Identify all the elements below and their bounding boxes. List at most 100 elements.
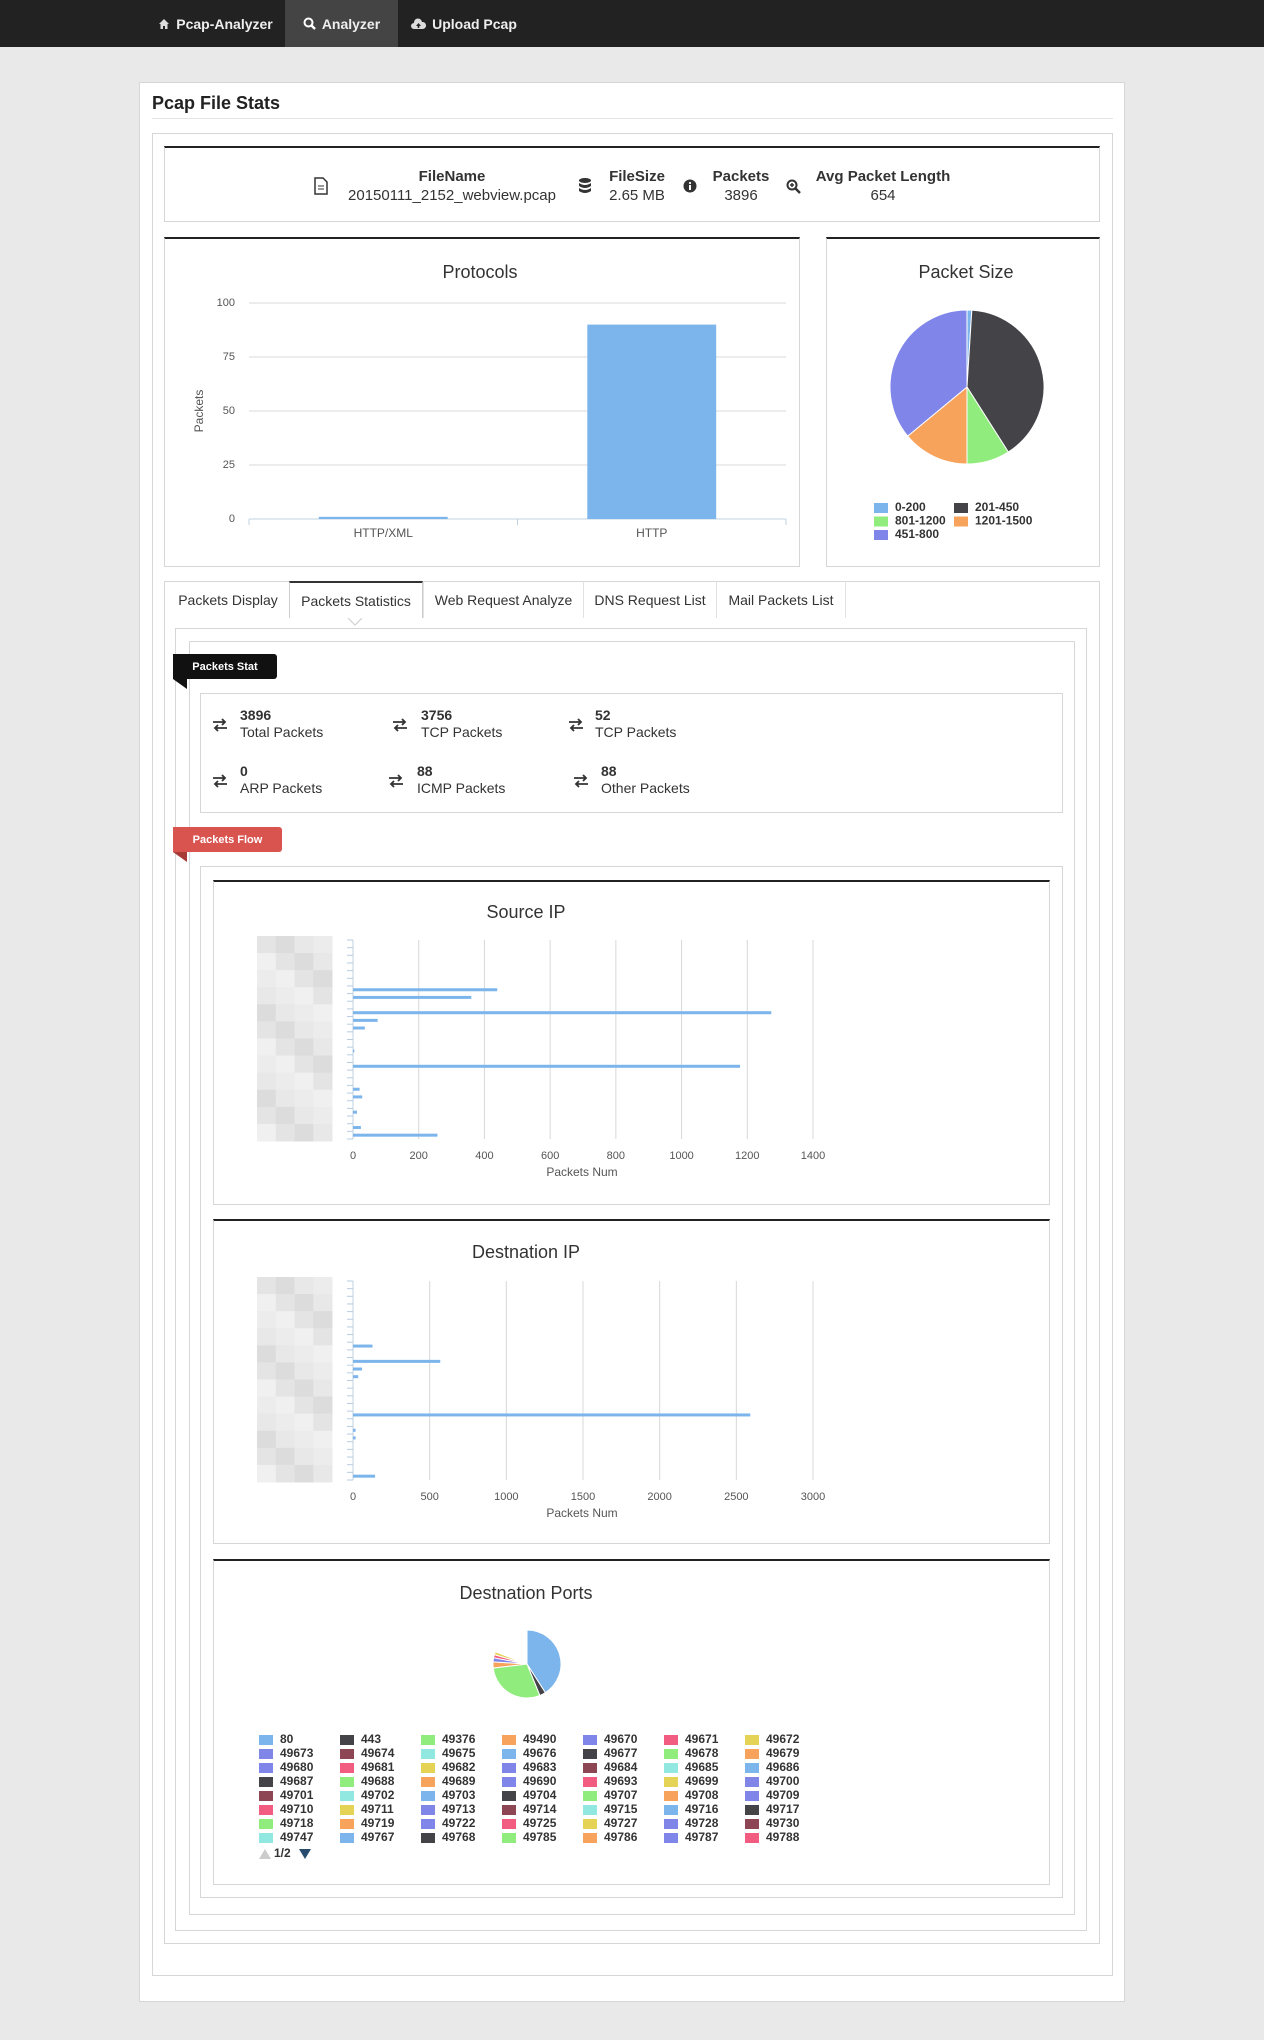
- bar: [353, 1064, 741, 1068]
- redacted-label: [257, 1277, 277, 1295]
- redacted-label: [313, 1294, 333, 1312]
- legend-label: 49678: [685, 1746, 719, 1760]
- legend-label: 49693: [604, 1774, 638, 1788]
- legend-next[interactable]: [299, 1849, 311, 1859]
- legend-label: 49681: [361, 1760, 395, 1774]
- legend-label: 49700: [766, 1774, 800, 1788]
- redacted-label: [294, 1277, 314, 1295]
- legend-label: 49730: [766, 1816, 800, 1830]
- legend-swatch: [340, 1791, 354, 1801]
- redacted-label: [313, 1277, 333, 1295]
- x-tick-label: 2500: [724, 1491, 748, 1503]
- legend-swatch: [583, 1749, 597, 1759]
- redacted-label: [294, 1379, 314, 1398]
- redacted-label: [275, 1311, 295, 1329]
- redacted-label: [313, 1379, 333, 1398]
- legend-swatch: [874, 516, 888, 527]
- swap-icon: [213, 718, 227, 732]
- nav-label: Analyzer: [321, 15, 381, 32]
- bar: [353, 1018, 378, 1022]
- redacted-label: [313, 1311, 333, 1329]
- redacted-label: [257, 1106, 277, 1125]
- redacted-label: [294, 1464, 314, 1483]
- bar: [353, 1474, 376, 1478]
- legend-swatch: [421, 1819, 435, 1829]
- stat-item: 52 TCP Packets: [595, 707, 676, 741]
- x-tick-label: HTTP: [636, 526, 667, 540]
- redacted-label: [275, 970, 295, 988]
- redacted-label: [275, 1072, 295, 1091]
- legend-swatch: [583, 1763, 597, 1773]
- legend-swatch: [583, 1833, 597, 1843]
- legend-label: 49786: [604, 1830, 638, 1844]
- redacted-label: [257, 970, 277, 988]
- x-tick-label: 1400: [801, 1150, 825, 1162]
- tab[interactable]: Packets Display: [178, 591, 278, 608]
- redacted-label: [294, 1072, 314, 1091]
- redacted-label: [294, 953, 314, 971]
- tab-active[interactable]: Packets Statistics: [289, 581, 423, 618]
- legend-label: 49671: [685, 1732, 719, 1746]
- legend-swatch: [745, 1833, 759, 1843]
- legend-label: 49788: [766, 1830, 800, 1844]
- legend-swatch: [259, 1833, 273, 1843]
- legend-prev[interactable]: [259, 1849, 271, 1859]
- redacted-label: [257, 1004, 277, 1022]
- redacted-label: [294, 1447, 314, 1466]
- redacted-label: [275, 1396, 295, 1415]
- legend-label: 49701: [280, 1788, 314, 1802]
- redacted-label: [294, 1106, 314, 1125]
- redacted-label: [294, 1362, 314, 1380]
- redacted-label: [313, 1362, 333, 1380]
- legend-swatch: [259, 1805, 273, 1815]
- nav-upload[interactable]: Upload Pcap: [398, 0, 530, 47]
- legend-swatch: [259, 1749, 273, 1759]
- tab[interactable]: Web Request Analyze: [423, 581, 583, 618]
- tab[interactable]: Mail Packets List: [716, 581, 846, 618]
- cloud-icon: [411, 18, 427, 29]
- file-info-box: [164, 146, 1100, 222]
- bar: [353, 1428, 356, 1432]
- legend-swatch: [954, 516, 968, 527]
- swap-icon: [569, 718, 583, 732]
- legend-swatch: [664, 1749, 678, 1759]
- redacted-label: [275, 1362, 295, 1380]
- redacted-label: [294, 1123, 314, 1142]
- legend-swatch: [502, 1763, 516, 1773]
- navbar: [0, 0, 1264, 47]
- nav-home[interactable]: Pcap-Analyzer: [146, 0, 285, 47]
- x-tick-label: 1000: [494, 1491, 518, 1503]
- stat-item: 88 Other Packets: [601, 763, 690, 797]
- nav-analyzer[interactable]: Analyzer: [285, 0, 398, 47]
- redacted-label: [313, 953, 333, 971]
- legend-label: 49677: [604, 1746, 638, 1760]
- redacted-label: [313, 936, 333, 954]
- stat-label: ARP Packets: [240, 780, 323, 796]
- redacted-label: [294, 1055, 314, 1074]
- redacted-label: [313, 987, 333, 1005]
- legend-swatch: [340, 1777, 354, 1787]
- redacted-label: [275, 1021, 295, 1039]
- redacted-label: [275, 1123, 295, 1142]
- legend-label: 49674: [361, 1746, 395, 1760]
- legend-swatch: [664, 1735, 678, 1745]
- y-tick-label: 25: [223, 459, 235, 471]
- redacted-label: [294, 1345, 314, 1363]
- legend-swatch: [340, 1763, 354, 1773]
- legend-swatch: [874, 503, 888, 513]
- bar: [353, 1413, 751, 1417]
- x-tick-label: 0: [350, 1491, 356, 1503]
- legend-label: 49672: [766, 1732, 800, 1746]
- legend-swatch: [421, 1763, 435, 1773]
- legend-swatch: [502, 1735, 516, 1745]
- redacted-label: [257, 1021, 277, 1039]
- chart-title: Destnation Ports: [459, 1583, 592, 1603]
- nav-label: Upload Pcap: [432, 15, 517, 32]
- file-info-label: FileName: [418, 168, 486, 185]
- legend-label: 49711: [361, 1802, 394, 1816]
- redacted-label: [257, 1362, 277, 1380]
- y-tick-label: 75: [223, 351, 235, 363]
- legend-label: 49722: [442, 1816, 476, 1830]
- tab[interactable]: DNS Request List: [583, 581, 716, 618]
